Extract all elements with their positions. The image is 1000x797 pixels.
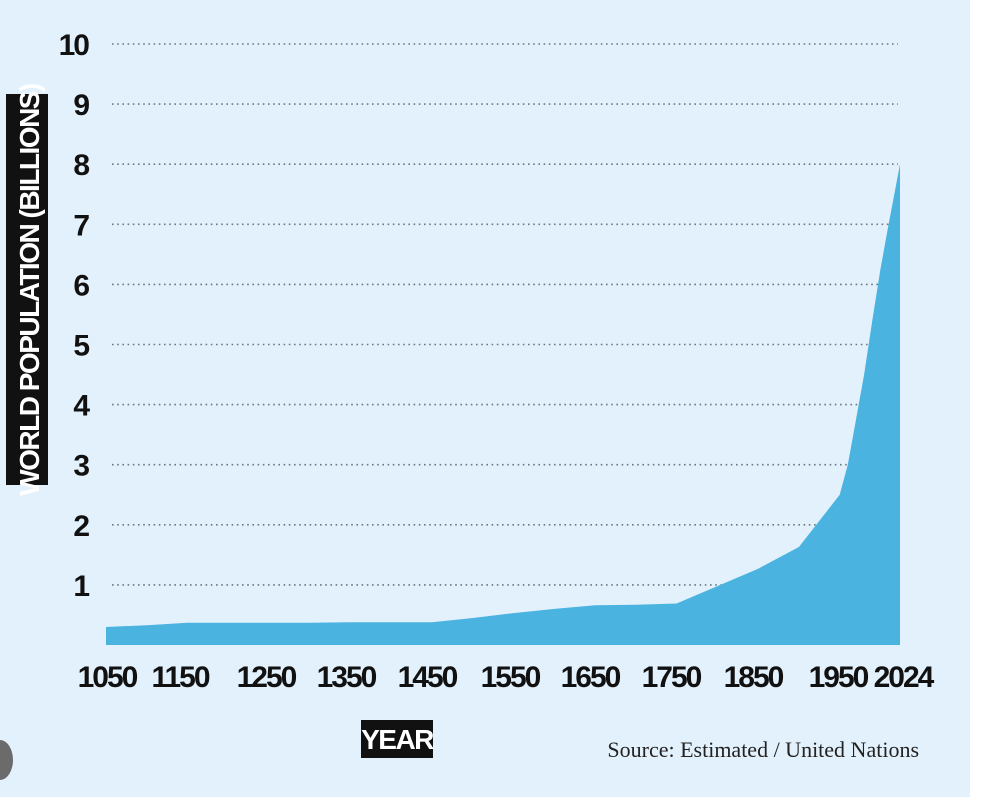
x-tick-label: 1850 xyxy=(724,661,784,694)
y-axis-label-text: WORLD POPULATION (BILLIONS) xyxy=(14,84,45,496)
scroll-handle[interactable] xyxy=(0,740,13,780)
x-tick-label: 1950 xyxy=(809,661,869,694)
x-axis-label-box xyxy=(361,720,433,758)
x-tick-label: 2024 xyxy=(874,661,935,694)
y-axis-label: WORLD POPULATION (BILLIONS) xyxy=(6,84,48,496)
x-tick-label: 1050 xyxy=(78,661,138,694)
y-tick-label: 5 xyxy=(73,330,89,363)
x-tick-label: 1750 xyxy=(642,661,702,694)
x-tick-label: 1250 xyxy=(237,661,297,694)
population-area xyxy=(106,164,900,645)
y-tick-label: 3 xyxy=(73,450,89,483)
y-tick-label: 8 xyxy=(73,149,89,182)
y-tick-label: 1 xyxy=(73,570,89,603)
x-tick-label: 1550 xyxy=(481,661,541,694)
chart-panel xyxy=(0,0,970,797)
y-axis-label-box xyxy=(6,94,48,485)
y-tick-label: 6 xyxy=(73,269,89,302)
x-tick-label: 1150 xyxy=(151,661,209,694)
x-tick-label: 1450 xyxy=(398,661,458,694)
y-tick-label: 9 xyxy=(73,89,89,122)
x-tick-label: 1350 xyxy=(317,661,377,694)
gridlines xyxy=(112,43,898,586)
y-tick-label: 4 xyxy=(73,390,90,423)
y-axis-ticks: 1 2 3 4 5 6 7 8 9 10 xyxy=(59,29,93,603)
y-tick-label: 2 xyxy=(73,510,89,543)
source-note: Source: Estimated / United Nations xyxy=(607,737,919,762)
y-tick-label: 10 xyxy=(59,29,90,62)
x-axis-ticks: 1050 1150 1250 1350 1450 1550 1650 1750 1850 1950… xyxy=(78,661,937,694)
x-axis-label: YEAR xyxy=(361,720,436,758)
x-axis-label-text: YEAR xyxy=(361,724,434,755)
y-tick-label: 7 xyxy=(73,209,89,242)
x-tick-label: 1650 xyxy=(561,661,621,694)
